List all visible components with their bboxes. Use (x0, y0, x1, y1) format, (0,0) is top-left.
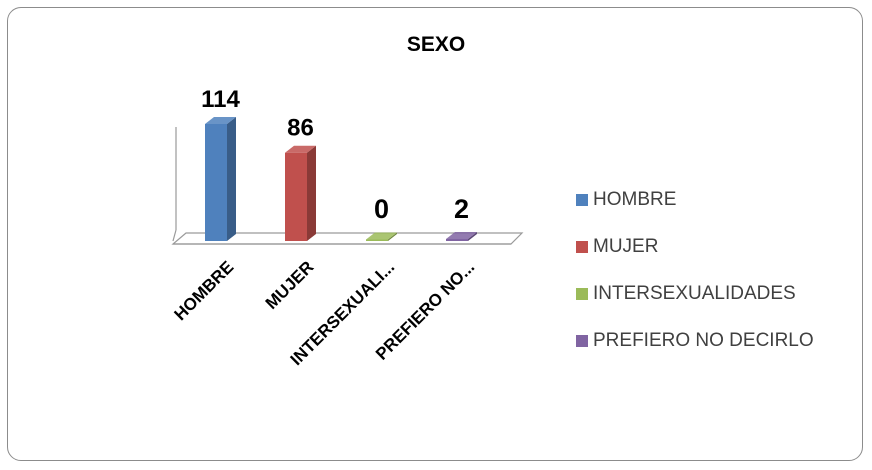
bar-3-front (366, 239, 388, 241)
bar-4-side (468, 231, 477, 241)
legend-swatch (576, 194, 588, 206)
bar-3-top (366, 232, 397, 240)
chart-title: SEXO (406, 33, 466, 56)
legend-label: PREFIERO NO DECIRLO (593, 330, 814, 351)
bar-2-top (285, 145, 316, 153)
legend-swatch (576, 241, 588, 253)
legend-swatch (576, 335, 588, 347)
floor-left-edge (172, 229, 177, 242)
bar-4-top (446, 231, 477, 239)
bar-4-front (446, 238, 468, 241)
bar-1-top (205, 117, 236, 124)
data-label-2: 86 (287, 115, 314, 142)
bar-2-side (307, 145, 316, 241)
bar-1-side (227, 117, 236, 241)
bar-2-front (285, 152, 307, 241)
category-label-2: MUJER (262, 257, 318, 313)
data-label-3: 0 (374, 194, 389, 224)
bar-3-side (388, 232, 397, 241)
category-label-1: HOMBRE (170, 257, 237, 324)
bar-1-front (205, 124, 227, 241)
legend-swatch (576, 288, 588, 300)
legend-label: MUJER (593, 236, 659, 257)
data-label-1: 114 (201, 86, 240, 113)
data-label-4: 2 (454, 194, 469, 224)
legend-label: INTERSEXUALIDADES (593, 283, 796, 304)
legend-label: HOMBRE (593, 189, 677, 210)
